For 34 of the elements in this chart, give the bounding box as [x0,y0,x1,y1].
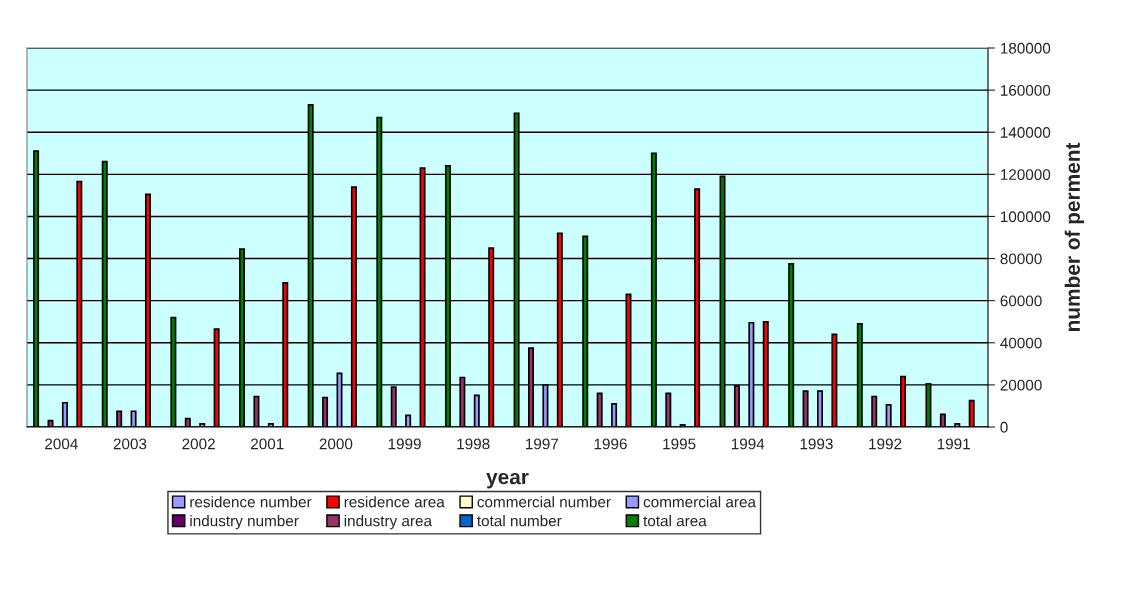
x-tick-label: 1996 [594,438,627,450]
y-tick-label: 20000 [1000,379,1042,391]
legend-label: industry area [344,515,433,530]
y-tick-label: 0 [1000,421,1008,433]
legend-label: industry number [190,515,299,530]
x-tick-label: 2003 [113,438,147,450]
x-axis-title: year [486,472,529,489]
y-tick-label: 140000 [1000,127,1051,138]
legend-label: commercial area [643,496,756,508]
legend-label: residence number [190,496,312,508]
legend-label: total number [477,515,562,527]
x-tick-label: 1999 [388,438,421,450]
x-tick-label: 1993 [800,438,833,450]
x-tick-label: 1998 [457,438,490,450]
x-tick-label: 1995 [663,438,696,450]
y-tick-label: 40000 [1000,337,1042,349]
y-tick-label: 120000 [1000,169,1051,181]
legend-label: residence area [344,496,445,508]
y-tick-label: 160000 [1000,84,1051,96]
y-tick-label: 60000 [1000,295,1042,307]
legend-label: total area [643,515,707,527]
y-axis-title: number of perment [1064,142,1085,332]
y-tick-label: 100000 [1000,211,1051,223]
x-tick-label: 1994 [731,438,765,450]
legend-label: commercial number [477,496,611,508]
y-tick-label: 80000 [1000,253,1042,265]
x-tick-label: 2004 [45,438,78,450]
x-tick-label: 2001 [251,438,284,450]
y-tick-label: 180000 [1000,42,1051,54]
x-tick-label: 2000 [319,438,353,450]
x-tick-label: 1992 [869,438,902,450]
x-tick-label: 1991 [937,438,970,450]
x-tick-label: 1997 [525,438,559,450]
x-tick-label: 2002 [182,438,215,450]
